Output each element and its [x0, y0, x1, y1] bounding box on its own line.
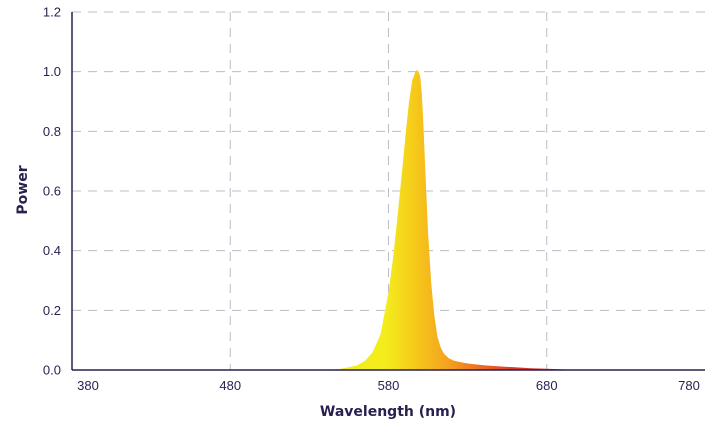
y-tick-label: 0.0	[43, 363, 61, 378]
x-tick-labels: 380 480 580 680 780	[77, 378, 700, 393]
x-tick-label: 580	[378, 378, 400, 393]
spectrum-area	[325, 70, 705, 371]
y-tick-labels: 0.0 0.2 0.4 0.6 0.8 1.0 1.2	[43, 5, 61, 378]
x-tick-label: 780	[678, 378, 700, 393]
y-tick-label: 0.4	[43, 243, 61, 258]
y-tick-label: 1.0	[43, 64, 61, 79]
x-tick-label: 380	[77, 378, 99, 393]
grid-lines	[72, 11, 705, 370]
y-tick-label: 0.6	[43, 184, 61, 199]
y-tick-label: 0.2	[43, 303, 61, 318]
x-tick-label: 680	[536, 378, 558, 393]
x-tick-label: 480	[219, 378, 241, 393]
y-axis-title: Power	[15, 165, 31, 214]
x-axis-title: Wavelength (nm)	[320, 404, 456, 420]
y-tick-label: 1.2	[43, 5, 61, 20]
axes	[71, 12, 705, 371]
y-tick-label: 0.8	[43, 124, 61, 139]
